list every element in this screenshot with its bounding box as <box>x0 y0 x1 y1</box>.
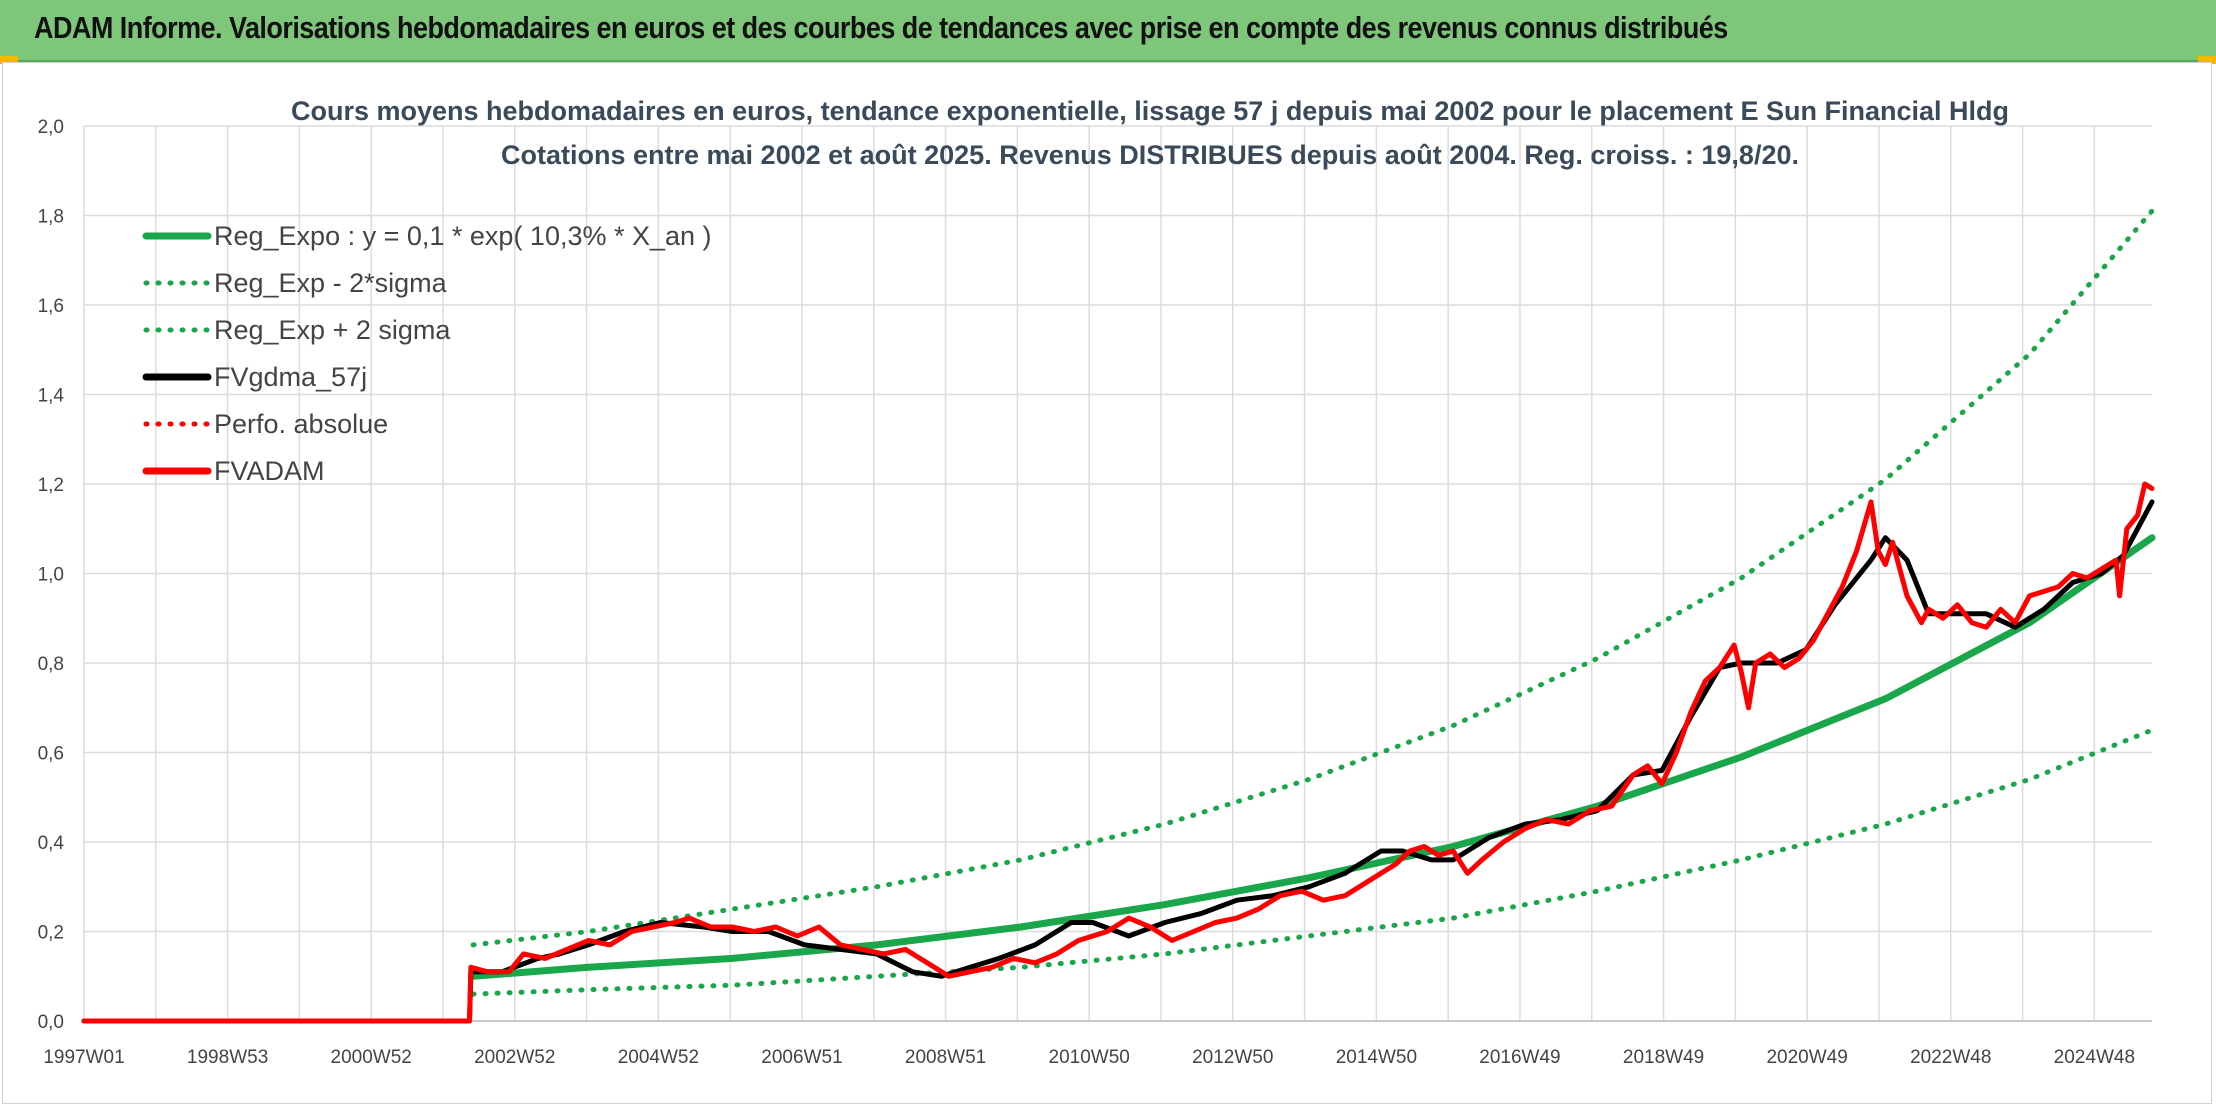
chart-subtitle: Cotations entre mai 2002 et août 2025. R… <box>501 140 1799 170</box>
corner-marker <box>2198 56 2216 64</box>
corner-marker <box>0 56 18 64</box>
legend-label: FVgdma_57j <box>214 362 367 392</box>
x-tick-label: 1998W53 <box>187 1047 268 1068</box>
y-tick-label: 0,0 <box>38 1012 64 1033</box>
x-tick-label: 2018W49 <box>1623 1047 1704 1068</box>
y-tick-label: 1,4 <box>38 386 65 407</box>
x-tick-label: 2008W51 <box>905 1047 986 1068</box>
x-tick-label: 1997W01 <box>43 1047 124 1068</box>
y-tick-label: 1,0 <box>38 565 64 586</box>
series-line-4 <box>81 481 2155 1024</box>
x-tick-label: 2020W49 <box>1766 1047 1847 1068</box>
y-tick-label: 1,6 <box>38 296 64 317</box>
header-bar: ADAM Informe. Valorisations hebdomadaire… <box>0 0 2216 62</box>
legend-label: Reg_Exp - 2*sigma <box>214 268 448 298</box>
page-title: ADAM Informe. Valorisations hebdomadaire… <box>34 10 1728 45</box>
x-tick-label: 2024W48 <box>2054 1047 2135 1068</box>
y-tick-label: 1,2 <box>38 475 64 496</box>
series-layer <box>81 208 2156 1024</box>
series-line-1 <box>470 727 2155 997</box>
series-line-0 <box>469 534 2156 980</box>
x-tick-label: 2012W50 <box>1192 1047 1273 1068</box>
chart-title: Cours moyens hebdomadaires en euros, ten… <box>291 96 2009 126</box>
legend-label: Reg_Expo : y = 0,1 * exp( 10,3% * X_an ) <box>214 221 712 251</box>
y-tick-label: 0,4 <box>38 833 65 854</box>
y-tick-label: 0,6 <box>38 744 64 765</box>
x-tick-label: 2002W52 <box>474 1047 555 1068</box>
y-tick-label: 1,8 <box>38 207 64 228</box>
legend-label: Perfo. absolue <box>214 409 388 439</box>
y-tick-label: 2,0 <box>38 117 64 138</box>
series-line-3 <box>81 499 2155 1024</box>
y-tick-label: 0,8 <box>38 654 64 675</box>
x-tick-label: 2006W51 <box>761 1047 842 1068</box>
x-tick-label: 2022W48 <box>1910 1047 1991 1068</box>
legend: Reg_Expo : y = 0,1 * exp( 10,3% * X_an )… <box>142 221 712 486</box>
y-tick-label: 0,2 <box>38 923 64 944</box>
x-tick-label: 2010W50 <box>1049 1047 1130 1068</box>
legend-label: Reg_Exp + 2 sigma <box>214 315 451 345</box>
x-tick-label: 2000W52 <box>331 1047 412 1068</box>
legend-label: FVADAM <box>214 456 325 486</box>
x-tick-label: 2004W52 <box>618 1047 699 1068</box>
series-line-2 <box>470 208 2155 948</box>
x-tick-label: 2016W49 <box>1479 1047 1560 1068</box>
x-tick-label: 2014W50 <box>1336 1047 1417 1068</box>
gridlines <box>83 125 2152 1022</box>
axis-labels: 0,0 0,2 0,4 0,6 0,8 1,0 1,2 1,4 1,6 1,8 2,0 1997W01… <box>38 117 2135 1068</box>
